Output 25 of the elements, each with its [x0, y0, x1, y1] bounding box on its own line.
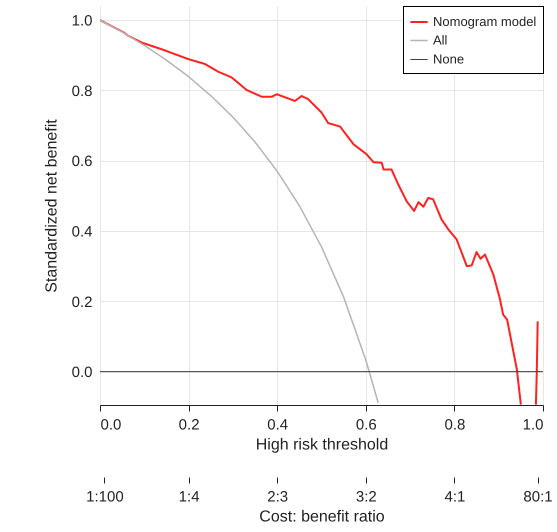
y-tick-label: 0.0: [72, 364, 92, 382]
text: 80:1: [523, 488, 553, 506]
y-tick-label: 0.2: [72, 294, 92, 311]
text: 2:3: [267, 488, 288, 506]
y-axis-title: Standardized net benefit: [44, 118, 61, 293]
text: 1:100: [86, 488, 124, 506]
text: 3:2: [356, 488, 377, 506]
x-tick-label: 0.2: [178, 416, 200, 434]
x-tick-label: 0.0: [100, 416, 122, 434]
x-tick-label: 0.8: [444, 416, 466, 434]
legend-label: Nomogram model: [433, 14, 536, 29]
x-tick-label: 0.4: [267, 416, 288, 434]
text: 1:4: [178, 488, 200, 506]
legend-label: All: [433, 32, 448, 48]
legend-label: None: [433, 52, 464, 66]
y-tick-label: 0.8: [72, 82, 92, 100]
x-tick-label: 1.0: [522, 416, 544, 434]
x2-axis-title: Cost: benefit ratio: [259, 508, 385, 526]
y-tick-label: 1.0: [72, 12, 92, 30]
line-series: [100, 19, 379, 404]
text: 4:1: [444, 488, 466, 506]
x-tick-label: 0.6: [356, 416, 377, 434]
y-tick-label: 0.6: [72, 153, 92, 170]
y-tick-label: 0.4: [72, 223, 92, 240]
x-axis-title: High risk threshold: [256, 436, 388, 454]
